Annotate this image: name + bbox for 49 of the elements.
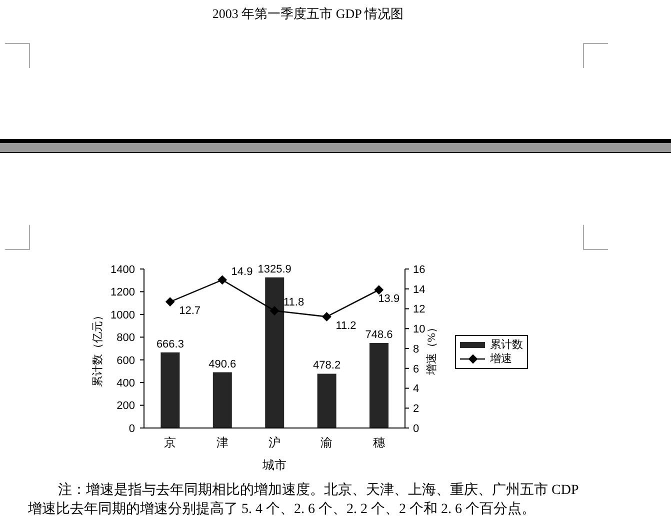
data-label: 478.2 bbox=[313, 360, 341, 372]
y-tick-label: 800 bbox=[116, 332, 135, 344]
bar bbox=[265, 277, 284, 428]
point bbox=[218, 275, 227, 284]
y-tick-label: 1400 bbox=[110, 264, 135, 276]
data-label: 11.2 bbox=[336, 320, 356, 332]
y2-tick-label: 2 bbox=[413, 403, 420, 416]
point bbox=[270, 306, 279, 316]
y-tick-label: 400 bbox=[116, 377, 135, 390]
bar bbox=[212, 372, 232, 428]
y-tick-label: 0 bbox=[128, 422, 135, 435]
y2-tick-label: 10 bbox=[413, 324, 426, 336]
chart-title: 2003 年第一季度五市 GDP 情况图 bbox=[211, 5, 405, 23]
bar bbox=[160, 352, 180, 428]
point bbox=[374, 285, 384, 294]
y2-tick-label: 4 bbox=[413, 383, 420, 396]
data-label: 666.3 bbox=[156, 338, 184, 350]
x-tick-label: 渝 bbox=[320, 436, 333, 450]
bar bbox=[317, 374, 336, 428]
data-label: 12.7 bbox=[179, 304, 201, 317]
data-label: 748.6 bbox=[365, 328, 393, 341]
y-tick-label: 200 bbox=[116, 400, 135, 412]
legend-label: 增速 bbox=[490, 352, 512, 366]
data-label: 14.9 bbox=[231, 266, 253, 278]
y2-tick-label: 16 bbox=[413, 264, 426, 276]
x-tick-label: 津 bbox=[216, 436, 228, 450]
y-axis-title: 累计数（亿元） bbox=[91, 310, 104, 387]
y-tick-label: 1000 bbox=[110, 309, 135, 322]
x-tick-label: 穗 bbox=[372, 436, 385, 450]
x-axis-title: 城市 bbox=[262, 458, 286, 472]
x-tick-label: 京 bbox=[164, 436, 176, 450]
y2-tick-label: 8 bbox=[413, 343, 420, 356]
point bbox=[322, 312, 332, 322]
y2-axis-title: 增速（%） bbox=[425, 322, 438, 376]
text: 注：增速是指与去年同期相比的增加速度。北京、天津、上海、重庆、广州五市 CDP 增速比去年同期的增速分别提高了 5. 4 个、2. 6 个、2. 2 个、2 个和 2. 6 个百分点。 bbox=[28, 481, 580, 519]
y2-tick-label: 14 bbox=[413, 284, 426, 296]
y-tick-label: 600 bbox=[116, 354, 135, 367]
y2-tick-label: 0 bbox=[413, 422, 420, 435]
point bbox=[166, 297, 175, 306]
bar bbox=[370, 342, 389, 428]
legend-label: 累计数 bbox=[490, 338, 523, 352]
data-label: 1325.9 bbox=[258, 263, 292, 276]
y2-tick-label: 6 bbox=[413, 363, 420, 376]
y-tick-label: 1200 bbox=[110, 286, 135, 299]
data-label: 11.8 bbox=[284, 296, 304, 309]
y2-tick-label: 12 bbox=[413, 304, 426, 316]
data-label: 13.9 bbox=[378, 293, 400, 306]
data-label: 490.6 bbox=[208, 358, 236, 370]
x-tick-label: 沪 bbox=[268, 436, 280, 450]
